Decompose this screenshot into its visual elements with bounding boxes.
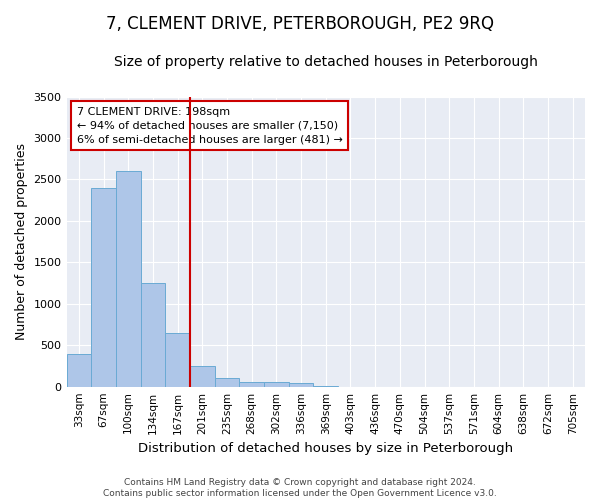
Title: Size of property relative to detached houses in Peterborough: Size of property relative to detached ho… xyxy=(114,55,538,69)
Text: 7 CLEMENT DRIVE: 198sqm
← 94% of detached houses are smaller (7,150)
6% of semi-: 7 CLEMENT DRIVE: 198sqm ← 94% of detache… xyxy=(77,106,343,144)
Bar xyxy=(215,378,239,386)
X-axis label: Distribution of detached houses by size in Peterborough: Distribution of detached houses by size … xyxy=(138,442,514,455)
Bar xyxy=(116,171,140,386)
Bar xyxy=(140,283,165,387)
Bar xyxy=(190,366,215,386)
Bar xyxy=(239,382,264,386)
Text: 7, CLEMENT DRIVE, PETERBOROUGH, PE2 9RQ: 7, CLEMENT DRIVE, PETERBOROUGH, PE2 9RQ xyxy=(106,15,494,33)
Bar xyxy=(165,333,190,386)
Bar xyxy=(91,188,116,386)
Bar xyxy=(264,382,289,386)
Bar xyxy=(67,354,91,386)
Bar xyxy=(289,384,313,386)
Y-axis label: Number of detached properties: Number of detached properties xyxy=(15,143,28,340)
Text: Contains HM Land Registry data © Crown copyright and database right 2024.
Contai: Contains HM Land Registry data © Crown c… xyxy=(103,478,497,498)
